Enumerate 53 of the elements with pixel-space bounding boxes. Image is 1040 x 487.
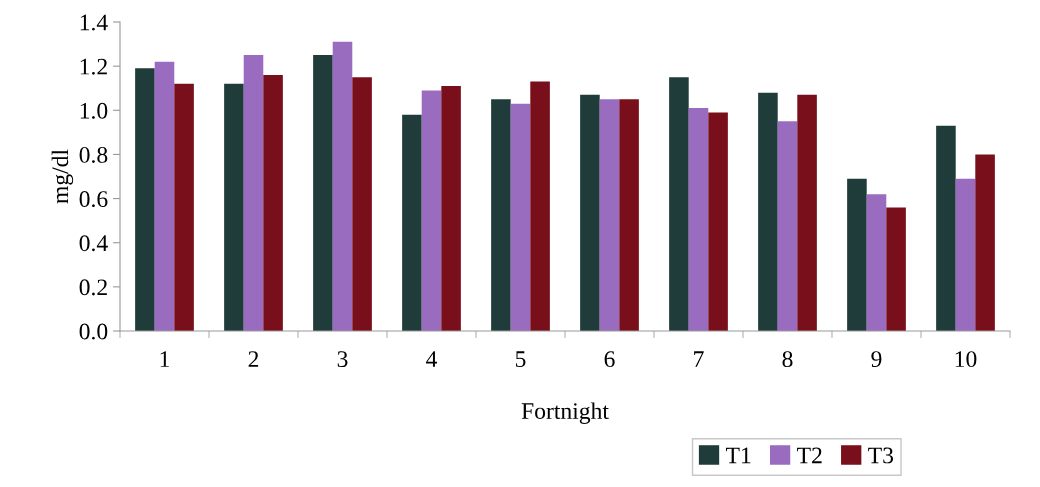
bar xyxy=(599,99,620,331)
y-tick-label: 0.6 xyxy=(79,191,108,208)
bar xyxy=(421,90,442,331)
legend-label: T1 xyxy=(725,447,751,464)
bar xyxy=(886,207,906,331)
bar xyxy=(797,94,817,331)
y-axis-title: mg/dl xyxy=(51,149,74,204)
x-tick-label: 7 xyxy=(694,351,704,367)
bar xyxy=(135,68,155,331)
bar xyxy=(758,92,778,331)
legend-label: T3 xyxy=(868,447,894,464)
bar xyxy=(866,194,887,331)
x-tick-label: 9 xyxy=(871,351,882,368)
x-tick-label: 10 xyxy=(955,351,977,368)
bar xyxy=(530,81,550,331)
y-tick-label: 0.4 xyxy=(79,235,108,252)
y-tick-label: 1.4 xyxy=(80,14,108,31)
bar xyxy=(669,77,689,331)
bar xyxy=(955,178,976,331)
bar xyxy=(491,99,511,331)
bar xyxy=(174,83,194,331)
x-tick-label: 1 xyxy=(160,351,169,367)
bar xyxy=(936,125,956,331)
bar xyxy=(441,86,461,331)
bar xyxy=(708,112,728,331)
x-tick-label: 4 xyxy=(426,351,438,367)
x-tick-label: 6 xyxy=(604,351,615,368)
x-tick-label: 3 xyxy=(337,351,348,368)
bar xyxy=(975,154,995,331)
x-tick-label: 5 xyxy=(515,351,526,368)
bar xyxy=(402,114,422,331)
x-tick-label: 8 xyxy=(782,351,793,368)
y-tick-label: 1.2 xyxy=(80,58,107,75)
x-axis-title: Fortnight xyxy=(521,402,609,424)
bar xyxy=(619,99,639,331)
bar xyxy=(263,74,283,331)
bar xyxy=(580,94,600,331)
bar xyxy=(154,61,175,331)
bar xyxy=(777,121,798,331)
bar xyxy=(847,178,867,331)
legend-label: T2 xyxy=(797,447,822,464)
bar xyxy=(688,108,709,331)
y-tick-label: 0.0 xyxy=(79,323,108,340)
bar xyxy=(243,55,264,331)
x-tick-label: 2 xyxy=(248,351,259,367)
y-tick-label: 0.2 xyxy=(79,279,107,296)
y-tick-label: 1.0 xyxy=(80,102,108,119)
y-tick-label: 0.8 xyxy=(79,146,108,163)
bar xyxy=(224,83,244,331)
bar xyxy=(313,55,333,331)
bar xyxy=(352,77,372,331)
bar xyxy=(510,103,531,331)
bar xyxy=(332,41,353,331)
